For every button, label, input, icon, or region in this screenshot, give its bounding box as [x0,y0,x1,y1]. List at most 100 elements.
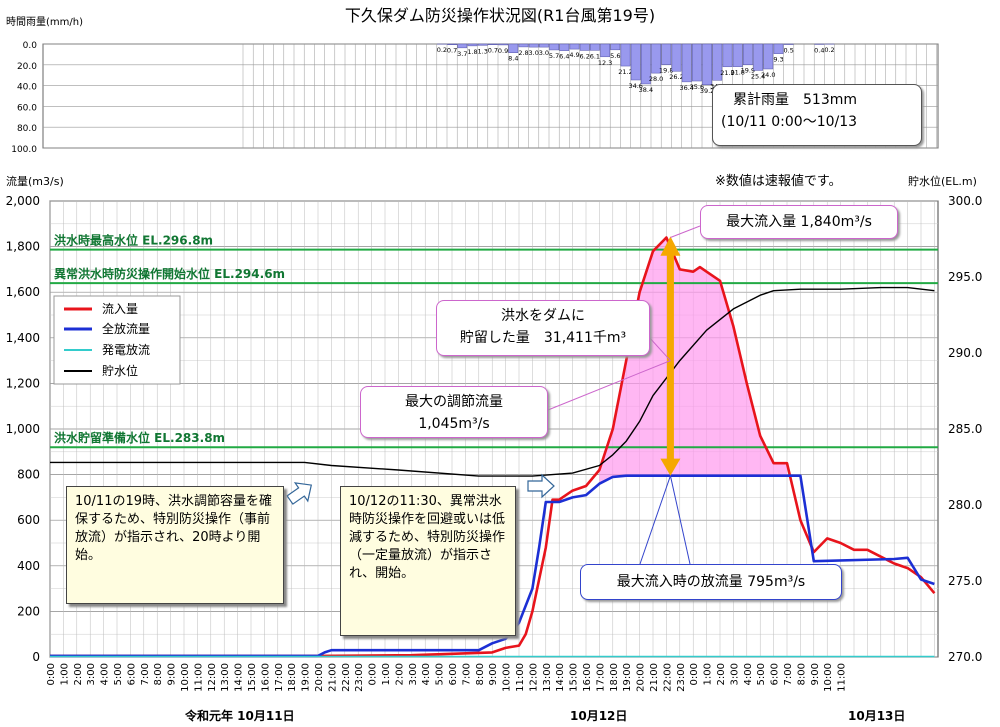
stored-line2: 貯留した量 31,411千m³ [459,330,627,346]
rain-data-label: 3.7 [457,50,467,58]
x-tick-label: 0:00 [368,663,379,685]
x-tick-label: 1:00 [381,663,392,685]
rain-data-label: 19.9 [741,67,755,75]
rain-data-label: 39.2 [700,87,714,95]
level-tick-label: 285.0 [948,422,982,436]
x-tick-label: 13:00 [542,663,553,692]
x-tick-label: 18:00 [287,663,298,692]
rain-bar [620,43,631,67]
rain-bar [702,43,712,86]
rain-bar [447,43,457,45]
rain-data-label: 12.3 [598,59,612,67]
rain-bar [600,43,610,58]
rain-tick-label: 40.0 [17,83,37,93]
date-label-2: 10月12日 [570,709,627,723]
flow-tick-label: 200 [17,604,40,618]
x-tick-label: 11:00 [193,663,204,692]
x-tick-label: 5:00 [113,663,124,685]
leader-line [670,225,701,238]
x-tick-label: 7:00 [461,663,472,685]
rain-bar [498,43,508,46]
rain-total-line1: 累計雨量 513mm [733,92,857,108]
x-tick-label: 4:00 [100,663,111,685]
leader-line [547,360,671,411]
x-tick-label: 10:00 [823,663,834,692]
x-tick-label: 15:00 [247,663,258,692]
operation-note-2: 10/12の11:30、異常洪水時防災操作を回避或いは低減するため、特別防災操作… [340,486,516,636]
x-tick-label: 6:00 [770,663,781,685]
x-tick-label: 21:00 [649,663,660,692]
x-tick-label: 5:00 [756,663,767,685]
rain-bar [610,43,621,51]
rain-data-label: 0.9 [498,47,508,55]
rain-bar [518,43,529,48]
ref-line-label: 洪水貯留準備水位 EL.283.8m [54,430,225,445]
x-tick-label: 0:00 [689,663,700,685]
leader-line [647,335,671,361]
rain-bar [661,43,672,65]
rain-tick-label: 60.0 [17,103,37,113]
x-tick-label: 22:00 [662,663,673,692]
storage-area [599,237,787,484]
x-tick-label: 23:00 [676,663,687,692]
rain-bar [488,43,498,45]
rain-data-label: 21.8 [730,69,744,77]
x-tick-label: 8:00 [796,663,807,685]
x-tick-label: 16:00 [582,663,593,692]
rain-bar [559,43,570,51]
flow-tick-label: 1,200 [6,376,40,390]
rain-tick-label: 80.0 [17,124,37,134]
level-tick-label: 295.0 [948,270,982,284]
x-tick-label: 0:00 [46,663,57,685]
rain-bar [528,43,539,48]
legend: 流入量 全放流量 発電放流 貯水位 [53,295,181,385]
rain-bar [732,43,743,67]
rain-data-label: 25.4 [751,72,765,80]
rain-data-label: 1.8 [467,48,477,56]
x-tick-label: 12:00 [207,663,218,692]
x-axis: 0:00 1:00 2:00 3:00 4:00 5:00 6:00 7:00 8:00 9:00… [46,663,848,692]
rain-axis-label: 時間雨量(mm/h) [6,16,83,28]
rain-bar [773,43,784,54]
x-tick-label: 23:00 [354,663,365,692]
rain-data-label: 5.6 [610,52,620,60]
level-tick-label: 290.0 [948,346,982,360]
x-tick-label: 2:00 [716,663,727,685]
rain-bar [743,43,753,65]
rain-bar [467,43,478,47]
rain-bar [671,43,682,72]
level-axis-label: 貯水位(EL.m) [908,174,977,188]
leader-line [639,475,671,565]
level-tick-label: 275.0 [948,574,982,588]
rain-bar [508,43,519,53]
rain-tick-label: 0.0 [23,41,38,51]
rain-tick-label: 100.0 [11,145,37,155]
rain-data-label: 28.0 [649,75,663,83]
x-tick-label: 19:00 [622,663,633,692]
preliminary-note: ※数値は速報値です。 [715,174,842,189]
x-tick-label: 1:00 [703,663,714,685]
flow-tick-label: 1,800 [6,240,40,254]
x-tick-label: 6:00 [448,663,459,685]
level-tick-label: 270.0 [948,650,982,664]
reference-lines: 洪水時最高水位 EL.296.8m 異常洪水時防災操作開始水位 EL.294.6m… [50,233,938,449]
rain-data-label: 0.7 [447,47,457,55]
max-reg-line2: 1,045m³/s [418,416,490,432]
x-tick-label: 19:00 [301,663,312,692]
rain-bar [590,43,600,51]
chart-title: 下久保ダム防災操作状況図(R1台風第19号) [345,6,655,25]
rain-data-label: 5.7 [549,52,559,60]
x-tick-label: 21:00 [327,663,338,692]
rain-data-label: 6.2 [580,52,590,60]
rain-bar [641,43,651,85]
x-tick-label: 16:00 [260,663,271,692]
date-label-1: 令和元年 10月11日 [184,708,295,723]
x-tick-label: 13:00 [220,663,231,692]
rain-data-label: 19.8 [659,67,673,75]
x-tick-label: 9:00 [167,663,178,685]
max-outflow-callout: 最大流入時の放流量 795m³/s [580,564,842,600]
x-tick-label: 20:00 [636,663,647,692]
max-inflow-callout: 最大流入量 1,840m³/s [700,205,898,239]
x-tick-label: 9:00 [488,663,499,685]
ref-line-label: 洪水時最高水位 EL.296.8m [54,233,213,248]
